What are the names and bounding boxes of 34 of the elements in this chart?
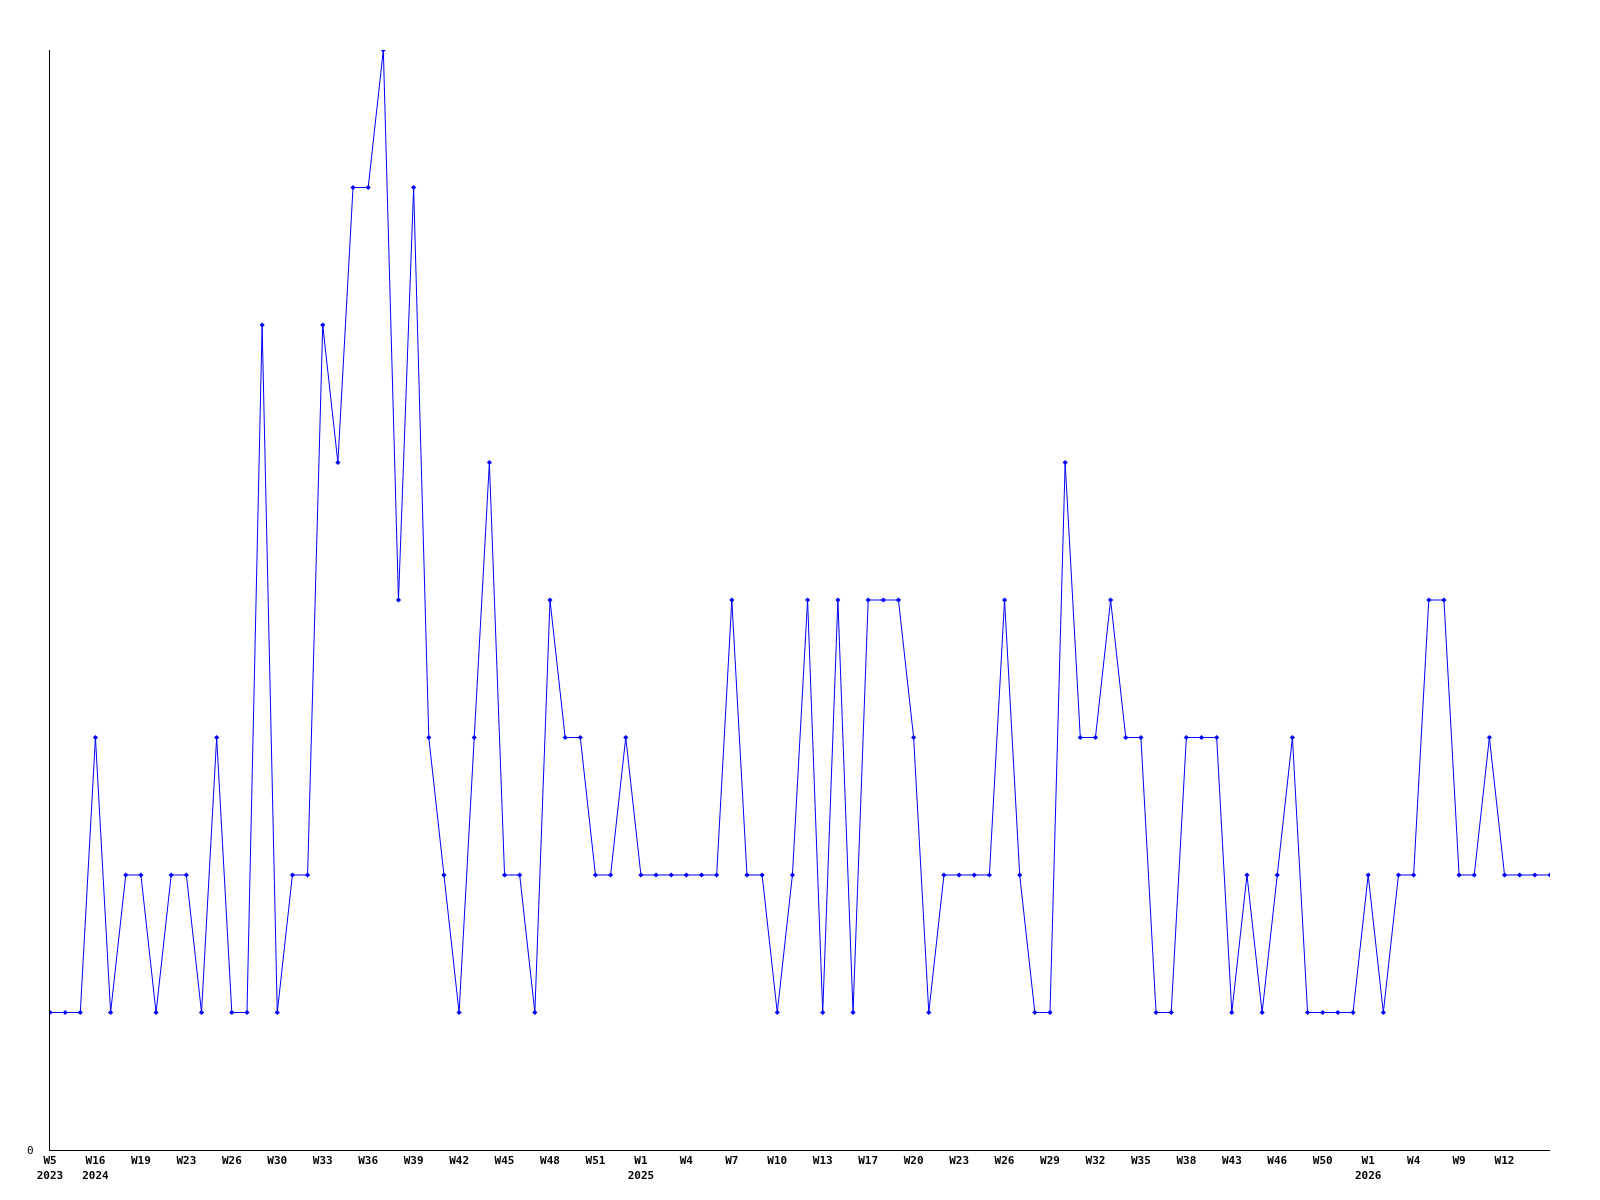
x-tick-label: W36 — [358, 1154, 379, 1168]
x-tick-label: W10 — [767, 1154, 788, 1168]
x-tick-label: W51 — [585, 1154, 606, 1168]
x-tick-label: W50 — [1312, 1154, 1333, 1168]
x-tick-label: W29 — [1040, 1154, 1060, 1168]
x-tick-label: W33 — [312, 1154, 333, 1168]
x-tick-label: W23 — [949, 1154, 970, 1168]
x-tick-label: W39 — [403, 1154, 424, 1168]
x-tick-label: W32 — [1085, 1154, 1106, 1168]
x-tick-label: W26 — [994, 1154, 1015, 1168]
x-tick-label: W5 2023 — [36, 1154, 64, 1182]
x-tick-label: W7 — [725, 1154, 739, 1168]
x-tick-label: W9 — [1452, 1154, 1466, 1168]
text: 0 — [27, 1144, 34, 1157]
x-tick-label: W17 — [858, 1154, 879, 1168]
x-tick-label: W19 — [130, 1154, 151, 1168]
x-tick-label: W42 — [449, 1154, 470, 1168]
x-tick-label: W46 — [1267, 1154, 1288, 1168]
x-tick-label: W26 — [221, 1154, 243, 1168]
x-tick-label: W23 — [176, 1154, 197, 1168]
x-tick-label: W4 — [679, 1154, 694, 1168]
x-tick-label: W48 — [540, 1154, 560, 1168]
x-tick-label: W16 2024 — [82, 1154, 110, 1182]
x-tick-label: W1 2025 — [627, 1154, 655, 1182]
x-tick-label: W12 — [1494, 1154, 1515, 1168]
x-tick-label: W43 — [1221, 1154, 1242, 1168]
x-tick-label: W35 — [1130, 1154, 1151, 1168]
x-tick-label: W45 — [494, 1154, 515, 1168]
x-tick-label: W4 — [1407, 1154, 1421, 1168]
x-tick-label: W1 2026 — [1354, 1154, 1382, 1182]
x-tick-label: W20 — [903, 1154, 924, 1168]
x-tick-label: W13 — [812, 1154, 833, 1168]
x-tick-label: W30 — [267, 1154, 288, 1168]
x-tick-label: W38 — [1176, 1154, 1197, 1168]
